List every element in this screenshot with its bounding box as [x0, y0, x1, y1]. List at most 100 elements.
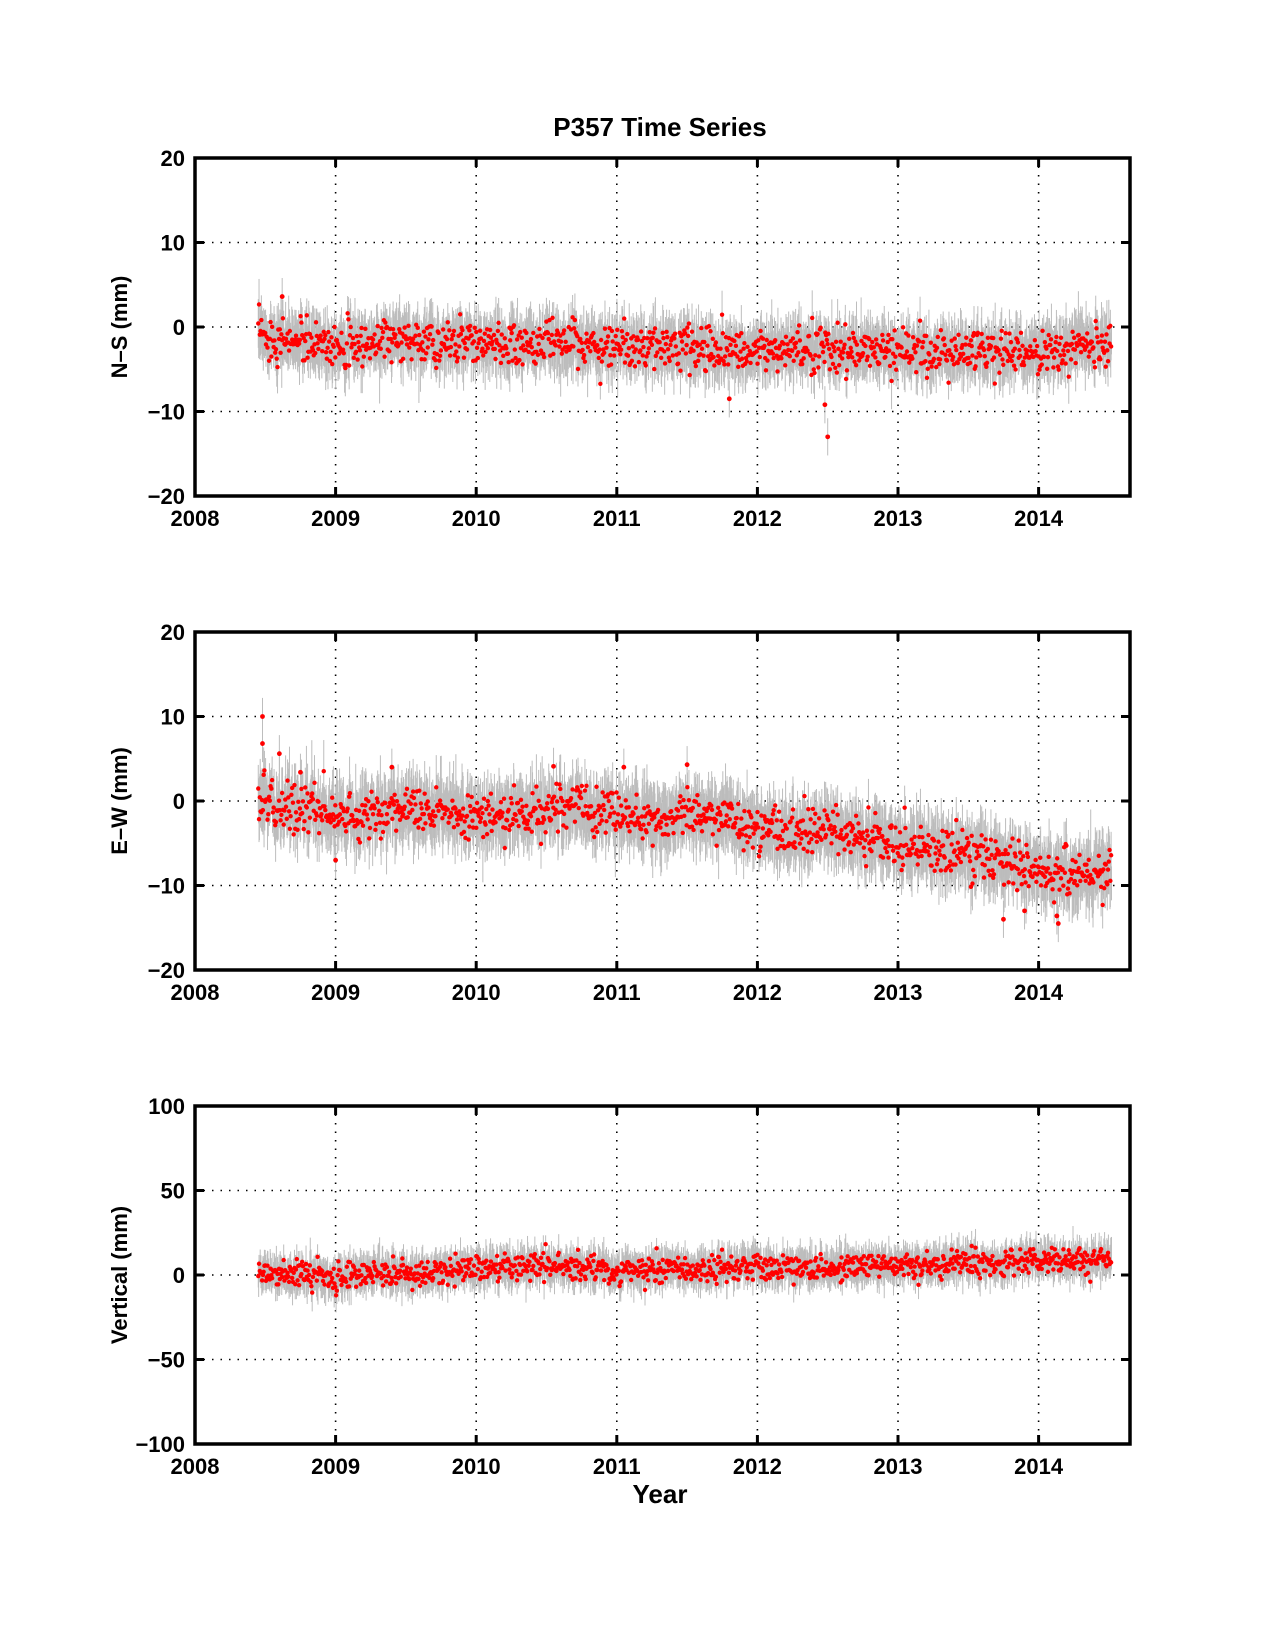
ns-point: [952, 336, 957, 341]
ns-point: [608, 352, 613, 358]
ns-ytick-label: 0: [173, 315, 185, 340]
ns-point: [453, 342, 458, 347]
ns-point: [553, 343, 558, 348]
ns-point: [360, 364, 365, 369]
ns-point: [1105, 348, 1110, 353]
ns-point: [1108, 323, 1113, 329]
ns-point: [1012, 346, 1018, 351]
ns-point: [968, 338, 974, 343]
ns-point: [493, 356, 498, 362]
ns-point: [890, 337, 895, 342]
ns-point: [1086, 354, 1091, 359]
ns-point: [449, 336, 454, 342]
ns-point: [842, 342, 847, 347]
ns-point: [516, 333, 521, 338]
ns-point: [1035, 372, 1041, 377]
ns-point: [754, 349, 759, 354]
ns-point: [712, 363, 717, 368]
ns-point: [287, 328, 293, 334]
ns-point: [956, 332, 961, 338]
ns-point: [665, 334, 670, 340]
ns-point: [672, 336, 677, 341]
ns-outlier-point: [822, 402, 828, 408]
ns-point: [665, 346, 671, 352]
ns-ytick-label: −20: [148, 484, 185, 509]
ns-point: [640, 353, 645, 358]
ns-point: [848, 345, 853, 351]
ns-point: [366, 336, 371, 341]
ns-point: [670, 353, 675, 358]
ns-point: [762, 343, 767, 349]
ns-point: [620, 334, 625, 340]
ns-point: [427, 332, 433, 337]
ns-point: [307, 331, 313, 337]
ns-point: [309, 335, 314, 340]
ns-point: [1046, 332, 1051, 338]
ns-point: [756, 338, 761, 343]
ns-point: [850, 355, 855, 360]
ns-point: [551, 351, 556, 357]
ns-point: [630, 344, 635, 349]
ns-point: [621, 340, 626, 346]
ns-point: [677, 330, 682, 335]
ns-point: [646, 346, 652, 351]
ew-xtick-label: 2010: [452, 980, 501, 1005]
ns-point: [347, 333, 353, 338]
ns-point: [528, 340, 533, 345]
ns-point: [668, 342, 673, 348]
ns-point: [278, 350, 283, 356]
ns-point: [533, 361, 538, 366]
ns-point: [358, 333, 363, 339]
ns-point: [1000, 357, 1005, 362]
ns-point: [464, 347, 470, 352]
ns-point: [652, 366, 657, 372]
ns-point: [979, 331, 984, 337]
ns-point: [638, 348, 643, 353]
ns-point: [910, 356, 915, 361]
ns-point: [815, 331, 820, 337]
ns-point: [834, 370, 840, 375]
ns-point: [444, 336, 450, 342]
ns-point: [504, 346, 509, 351]
ns-point: [424, 351, 429, 356]
ns-point: [783, 363, 788, 368]
ns-point: [1010, 353, 1015, 358]
ns-point: [650, 335, 655, 340]
ns-point: [910, 335, 916, 340]
ns-point: [1095, 334, 1100, 340]
ns-point: [619, 329, 625, 334]
ns-point: [517, 357, 522, 363]
ns-point: [966, 355, 971, 361]
ns-point: [893, 367, 899, 372]
ns-point: [536, 341, 541, 347]
ns-point: [809, 372, 814, 378]
ns-point: [1101, 350, 1107, 355]
ns-point: [382, 354, 387, 359]
ns-point: [964, 335, 969, 340]
ns-point: [693, 363, 699, 369]
ns-point: [931, 356, 937, 362]
ns-point: [422, 357, 427, 362]
ns-point: [389, 360, 394, 365]
ns-point: [830, 361, 836, 367]
ns-point: [1051, 365, 1056, 370]
ns-point: [900, 325, 906, 330]
ns-point: [691, 348, 696, 353]
ns-point: [375, 323, 380, 329]
ns-point: [256, 321, 261, 326]
ns-point: [512, 347, 518, 352]
ns-point: [269, 324, 275, 330]
ns-point: [1053, 339, 1058, 345]
ns-point: [666, 355, 672, 360]
ew-xtick-label: 2012: [733, 980, 782, 1005]
ns-point: [452, 352, 457, 358]
ns-point: [471, 339, 477, 344]
ns-point: [433, 358, 438, 363]
ns-point: [1063, 361, 1068, 366]
ns-point: [867, 363, 873, 369]
ns-point: [673, 344, 679, 349]
ns-point: [739, 356, 745, 361]
ns-point: [425, 345, 430, 350]
ns-point: [977, 353, 983, 358]
